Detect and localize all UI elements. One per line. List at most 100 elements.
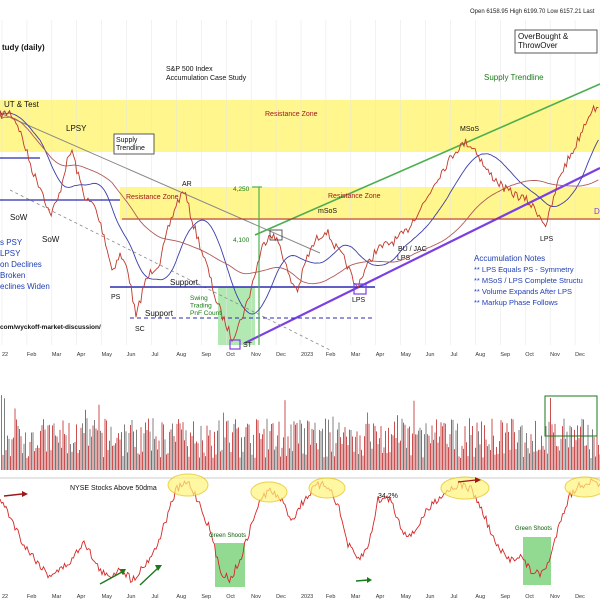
- volume-bar: [469, 418, 470, 470]
- ohlc-readout: Open 6158.95 High 6199.70 Low 6157.21 La…: [470, 9, 595, 15]
- volume-bar: [406, 447, 407, 470]
- volume-bar: [101, 432, 103, 470]
- volume-bar: [170, 429, 172, 470]
- month-label: Jul: [451, 352, 458, 358]
- volume-bar: [2, 454, 4, 470]
- volume-bar: [359, 435, 361, 470]
- overbought-label: OverBought & ThrowOver: [518, 32, 569, 50]
- left-note-5: eclines Widen: [0, 282, 50, 291]
- volume-bar: [274, 449, 275, 470]
- volume-bar: [557, 446, 559, 470]
- ps-label: PS: [111, 294, 121, 301]
- volume-bar: [332, 416, 334, 470]
- volume-bar: [464, 426, 466, 470]
- moving-averages: [0, 110, 599, 315]
- volume-bar: [145, 422, 146, 470]
- volume-bar: [211, 445, 212, 470]
- volume-bar: [37, 445, 38, 470]
- volume-bar: [304, 428, 305, 470]
- price-line: [0, 104, 599, 343]
- supply-trendline: [254, 83, 600, 236]
- volume-bar: [70, 444, 71, 470]
- volume-bar: [13, 437, 14, 470]
- volume-bar: [455, 430, 457, 470]
- volume-bar: [581, 418, 583, 470]
- volume-bar: [356, 431, 358, 470]
- volume-bar: [293, 421, 295, 470]
- volume-bar: [538, 449, 539, 470]
- volume-bar: [593, 437, 595, 470]
- volume-bar: [509, 449, 511, 470]
- volume-bar: [25, 432, 26, 470]
- volume-bar: [521, 425, 523, 470]
- volume-bar: [553, 432, 554, 470]
- volume-bar: [562, 426, 563, 470]
- volume-bar: [272, 423, 274, 470]
- volume-bar: [52, 425, 53, 470]
- volume-bar: [265, 457, 266, 470]
- volume-bar: [212, 457, 214, 470]
- volume-bar: [128, 433, 130, 470]
- volume-bar: [401, 418, 403, 470]
- volume-bar: [478, 431, 479, 470]
- volume-bar: [191, 436, 193, 470]
- volume-bar: [532, 440, 533, 470]
- volume-bar: [415, 434, 416, 470]
- month-label: Mar: [52, 594, 62, 600]
- volume-bar: [536, 451, 538, 470]
- ma-blue-line: [0, 110, 599, 315]
- volume-bar: [577, 425, 578, 470]
- volume-bar: [281, 447, 283, 470]
- volume-bar: [598, 444, 599, 470]
- volume-bar: [95, 428, 97, 470]
- volume-bar: [386, 453, 388, 470]
- resistance-zone-label-2: Resistance Zone: [126, 194, 179, 201]
- volume-bar: [560, 438, 562, 470]
- volume-bar: [143, 433, 145, 470]
- volume-bar: [554, 423, 556, 470]
- volume-bar: [409, 426, 410, 470]
- left-note-2: LPSY: [0, 249, 21, 258]
- price-level-4100: 4,100: [233, 237, 250, 244]
- volume-bar: [4, 398, 5, 470]
- volume-bar: [529, 453, 530, 470]
- volume-bar: [449, 434, 451, 470]
- st-box: [229, 339, 241, 350]
- month-label: May: [102, 352, 113, 358]
- month-label: Feb: [27, 352, 36, 358]
- volume-bar: [107, 450, 109, 470]
- volume-bar: [124, 424, 125, 470]
- volume-bar: [463, 448, 464, 470]
- volume-bar: [539, 449, 541, 470]
- volume-bar: [74, 441, 76, 470]
- month-label: 22: [2, 594, 8, 600]
- volume-bar: [92, 425, 94, 470]
- volume-bar: [427, 434, 428, 470]
- volume-bar: [511, 418, 512, 470]
- volume-bar: [32, 432, 34, 470]
- volume-bar: [47, 425, 49, 470]
- ellipse-2: [250, 481, 288, 503]
- volume-bar: [430, 443, 431, 470]
- month-label: Dec: [575, 594, 585, 600]
- lps-label-mid: LPS: [397, 255, 411, 262]
- volume-bar: [106, 420, 107, 470]
- volume-bar: [271, 424, 272, 470]
- volume-bar: [173, 436, 175, 470]
- volume-bar: [287, 436, 289, 470]
- volume-bar: [154, 438, 155, 470]
- volume-bar: [325, 418, 326, 470]
- volume-bar: [277, 435, 278, 470]
- volume-bar: [88, 445, 89, 470]
- arrow-red-2: [457, 479, 477, 483]
- volume-bar: [398, 442, 400, 470]
- volume-bar: [286, 455, 287, 470]
- volume-bar: [167, 453, 169, 470]
- volume-bar: [152, 418, 154, 470]
- demand-trendline: [244, 167, 600, 344]
- volume-bar: [403, 422, 404, 470]
- volume-bar: [340, 437, 341, 470]
- volume-bar: [571, 427, 572, 470]
- volume-bar: [578, 438, 580, 470]
- volume-bar: [208, 435, 209, 470]
